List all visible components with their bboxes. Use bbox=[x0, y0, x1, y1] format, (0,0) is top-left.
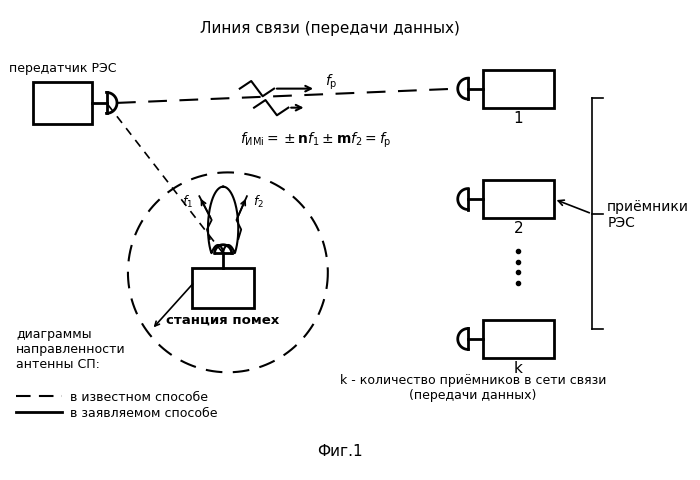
Bar bbox=[33, 83, 92, 125]
Text: $f_{\rm ИМi} = \pm\mathbf{n}f_1\pm\mathbf{m}f_2 = f_\mathrm{р}$: $f_{\rm ИМi} = \pm\mathbf{n}f_1\pm\mathb… bbox=[240, 130, 391, 149]
Text: $f_1$: $f_1$ bbox=[182, 193, 193, 210]
Text: Фиг.1: Фиг.1 bbox=[317, 443, 363, 458]
Text: диаграммы
направленности
антенны СП:: диаграммы направленности антенны СП: bbox=[16, 327, 126, 370]
Text: станция помех: станция помех bbox=[167, 313, 280, 326]
Text: $f_\mathrm{р}$: $f_\mathrm{р}$ bbox=[326, 72, 338, 92]
Text: приёмники
РЭС: приёмники РЭС bbox=[607, 199, 690, 229]
Bar bbox=[193, 268, 254, 308]
Text: в известном способе: в известном способе bbox=[66, 390, 208, 403]
Text: в заявляемом способе: в заявляемом способе bbox=[66, 406, 217, 419]
Bar bbox=[482, 320, 554, 358]
Text: k: k bbox=[514, 360, 523, 375]
Text: Линия связи (передачи данных): Линия связи (передачи данных) bbox=[200, 21, 460, 36]
Text: k - количество приёмников в сети связи
(передачи данных): k - количество приёмников в сети связи (… bbox=[340, 373, 606, 401]
Text: $f_2$: $f_2$ bbox=[253, 193, 264, 210]
Text: передатчик РЭС: передатчик РЭС bbox=[9, 62, 116, 75]
Bar bbox=[482, 71, 554, 108]
Text: 1: 1 bbox=[513, 110, 523, 125]
Bar bbox=[482, 180, 554, 218]
Text: 2: 2 bbox=[513, 221, 523, 236]
